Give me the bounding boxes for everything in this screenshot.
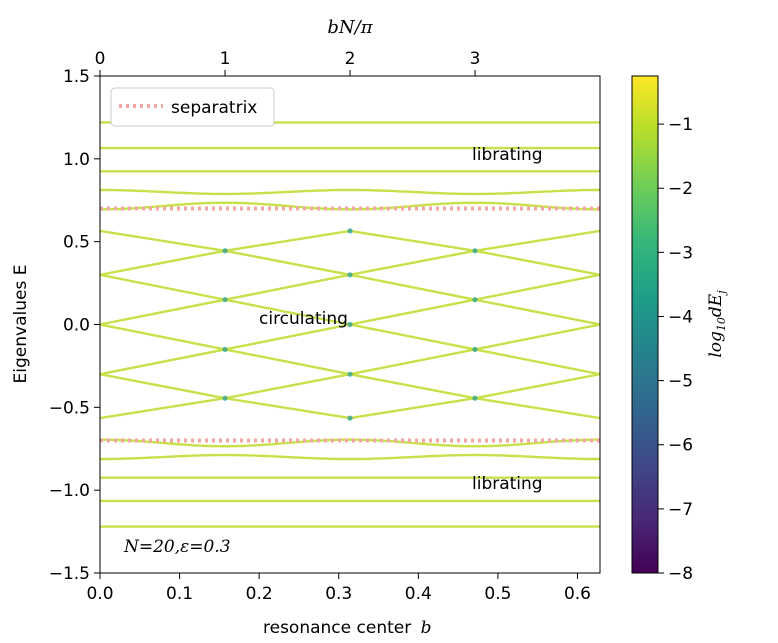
crossing-point	[347, 272, 353, 278]
circulating-band-5	[100, 323, 600, 351]
circulating-band-3	[100, 273, 600, 301]
annotation-params: N=20,ε=0.3	[123, 537, 231, 557]
circulating-band-6	[100, 348, 600, 376]
colorbar-tick-label: −7	[668, 500, 693, 520]
y-tick-label: 0.5	[63, 233, 90, 253]
legend: separatrix	[110, 87, 275, 127]
x-tick-label: 0.2	[246, 584, 273, 604]
colorbar-label: log10dEj	[706, 290, 728, 358]
separatrix-band-0	[100, 201, 600, 211]
x-tick-label: 0.0	[86, 584, 113, 604]
annotation-circulating: circulating	[259, 309, 348, 329]
x-axis-label: resonance center b	[263, 618, 432, 638]
colorbar-tick-label: −4	[668, 307, 693, 327]
crossing-point	[347, 228, 353, 234]
y-tick-label: 1.0	[63, 150, 90, 170]
top-x-tick-label: 2	[345, 49, 356, 69]
crossing-point	[222, 297, 228, 303]
colorbar-tick-label: −5	[668, 372, 693, 392]
circulating-band-8	[100, 397, 600, 420]
crossing-points	[222, 228, 478, 421]
top-x-tick-label: 3	[470, 49, 481, 69]
annotation-librating-top: librating	[472, 145, 543, 165]
annotation-librating-bottom: librating	[472, 474, 543, 494]
top-x-tick-label: 0	[95, 49, 106, 69]
x-tick-label: 0.5	[484, 584, 511, 604]
colorbar-tick-label: −2	[668, 179, 693, 199]
top-x-tick-label: 1	[220, 49, 231, 69]
crossing-point	[347, 371, 353, 377]
librating-level-4	[100, 453, 600, 461]
axes: 0.0 0.1 0.2 0.3 0.4 0.5 0.6 0 1 2 3 −1.5 −1.0 −0.5 0.0…	[49, 49, 591, 604]
circulating-band-2	[100, 249, 600, 276]
colorbar: −8 −7 −6 −5 −4 −3 −2 −1	[631, 75, 693, 584]
x-tick-label: 0.3	[325, 584, 352, 604]
crossing-point	[222, 248, 228, 254]
circulating-band-4	[100, 298, 600, 326]
colorbar-tick-label: −1	[668, 115, 693, 135]
colorbar-tick-label: −6	[668, 436, 693, 456]
colorbar-tick-label: −8	[668, 564, 693, 584]
y-tick-label: −0.5	[49, 398, 90, 418]
circulating-band-7	[100, 373, 600, 400]
crossing-point	[472, 395, 478, 401]
y-axis-label: Eigenvalues E	[11, 265, 31, 384]
y-tick-label: −1.5	[49, 564, 90, 584]
top-x-axis-label: bN/π	[327, 17, 373, 38]
x-tick-label: 0.4	[405, 584, 432, 604]
crossing-point	[347, 321, 353, 328]
crossing-point	[472, 248, 478, 254]
crossing-point	[222, 395, 228, 401]
y-tick-label: −1.0	[49, 481, 90, 501]
y-tick-label: 0.0	[63, 316, 90, 336]
circulating-band-1	[100, 229, 600, 253]
x-tick-label: 0.6	[564, 584, 591, 604]
separatrix-band-1	[100, 438, 600, 448]
librating-level-3	[100, 188, 600, 196]
colorbar-gradient	[631, 75, 659, 574]
crossing-point	[347, 415, 353, 421]
x-tick-label: 0.1	[166, 584, 193, 604]
colorbar-tick-label: −3	[668, 243, 693, 263]
crossing-point	[472, 346, 478, 352]
legend-separatrix-label: separatrix	[171, 98, 257, 118]
y-tick-label: 1.5	[63, 67, 90, 87]
crossing-point	[222, 346, 228, 352]
crossing-point	[472, 297, 478, 303]
